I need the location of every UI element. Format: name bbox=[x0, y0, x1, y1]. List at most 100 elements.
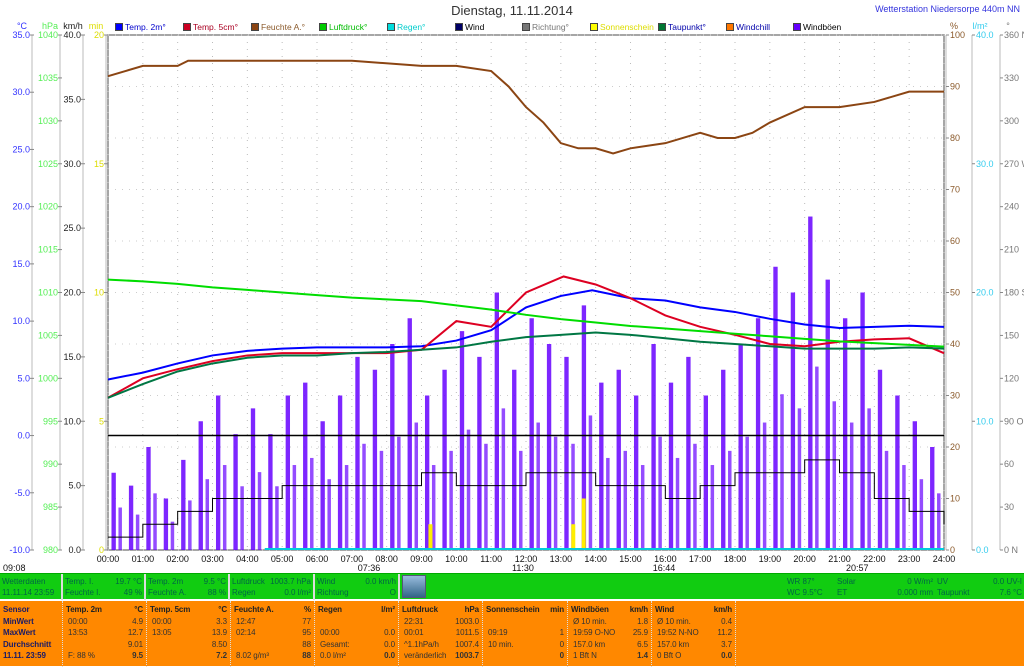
sunshine-bar bbox=[428, 524, 433, 550]
cell-value: 9.5 bbox=[132, 651, 143, 660]
table-cell: 88 bbox=[234, 639, 311, 651]
gust-bar bbox=[675, 457, 680, 550]
gust-bar bbox=[546, 344, 552, 550]
legend-label: Taupunkt° bbox=[668, 22, 706, 32]
cell-label bbox=[66, 640, 68, 649]
gust-bar bbox=[588, 415, 593, 550]
gust-bar bbox=[616, 369, 621, 550]
cell-value: 8.50 bbox=[211, 639, 227, 649]
x-tick-label: 21:00 bbox=[828, 554, 851, 564]
axis-tick-label: 270 W bbox=[1004, 159, 1024, 169]
gust-bar bbox=[808, 216, 813, 550]
gust-bar bbox=[431, 465, 436, 550]
axis-tick-label: 30 bbox=[950, 391, 960, 401]
table-cell: 8.50 bbox=[150, 639, 227, 651]
gust-bar bbox=[181, 459, 186, 550]
axis-tick-label: 20.0 bbox=[63, 288, 81, 298]
axis-tick-label: 990 bbox=[43, 459, 58, 469]
gust-bar bbox=[658, 436, 662, 550]
weather-chart: °C35.030.025.020.015.010.05.00.0-5.0-10.… bbox=[3, 21, 1024, 573]
gust-bar bbox=[860, 292, 865, 550]
axis-tick-label: 1005 bbox=[38, 330, 58, 340]
axis-tick-label: 25.0 bbox=[63, 223, 81, 233]
x-tick-label: 04:00 bbox=[236, 554, 259, 564]
gust-bar bbox=[344, 465, 349, 550]
outdoor-cell: Temp. 2m 9.5 °C Feuchte A. 88 % bbox=[146, 574, 230, 600]
axis-tick-label: 40 bbox=[950, 339, 960, 349]
table-cell: 9.01 bbox=[66, 639, 143, 651]
table-cell bbox=[318, 616, 395, 628]
cell-label: 1 Bft N bbox=[573, 651, 597, 660]
axis-tick-label: 240 bbox=[1004, 202, 1019, 212]
value: 49 % bbox=[123, 588, 142, 597]
table-cell: 00:00 0.0 bbox=[318, 627, 395, 639]
table-cell: 22:31 1003.0 bbox=[402, 616, 479, 628]
axis-tick-label: 0.0 bbox=[976, 545, 989, 555]
axis-tick-label: 985 bbox=[43, 502, 58, 512]
value: 0 W/m² bbox=[907, 577, 933, 586]
cell-label bbox=[150, 651, 152, 660]
legend-item: Windböen bbox=[793, 22, 841, 32]
value: 0.0 km/h bbox=[365, 577, 396, 586]
table-cell: 12:47 77 bbox=[234, 616, 311, 628]
gust-bar bbox=[240, 486, 244, 550]
cell-value: 1 bbox=[559, 628, 564, 637]
axis-tick-label: 10.0 bbox=[12, 316, 30, 326]
cell-value: 77 bbox=[302, 616, 311, 626]
x-tick-label: 13:00 bbox=[550, 554, 573, 564]
gust-bar bbox=[773, 266, 778, 550]
gust-bar bbox=[275, 486, 279, 550]
gust-bar bbox=[118, 507, 122, 550]
gust-bar bbox=[703, 395, 709, 550]
cell-label: 13:05 bbox=[152, 628, 172, 637]
table-cell: 157.0 km 6.5 bbox=[571, 639, 648, 651]
statistics-table: Sensor MinWert MaxWert Durchschnitt 11.1… bbox=[0, 600, 1024, 667]
table-column: Temp. 2m °C 00:00 4.9 13:53 12.7 9.01 F: 88 % 9.… bbox=[63, 601, 147, 667]
cell-value: 0 bbox=[559, 651, 564, 660]
table-cell: 00:00 3.3 bbox=[150, 616, 227, 628]
cell-label: 157.0 km bbox=[573, 639, 606, 649]
axis-tick-label: 1000 bbox=[38, 373, 58, 383]
cell-value: 1003.7 bbox=[455, 651, 479, 660]
gust-bar bbox=[571, 443, 575, 550]
value: 0.0 UV-I bbox=[993, 577, 1022, 586]
gust-bar bbox=[693, 443, 697, 550]
cell-value: 0.0 bbox=[384, 639, 395, 649]
cell-label: 00:01 bbox=[404, 628, 424, 637]
x-tick-label: 08:00 bbox=[375, 554, 398, 564]
table-cell: 19:52 N-NO 11.2 bbox=[655, 627, 732, 639]
table-cell bbox=[486, 616, 564, 628]
column-header: Luftdruck bbox=[402, 605, 438, 614]
axis-tick-label: 20 bbox=[94, 30, 104, 40]
gust-bar bbox=[797, 408, 802, 550]
column-unit: min bbox=[550, 605, 564, 614]
column-header: Temp. 5cm bbox=[150, 605, 191, 614]
cell-value: 3.3 bbox=[216, 616, 227, 626]
gust-bar bbox=[292, 465, 297, 550]
table-column: Feuchte A.% 12:47 77 02:14 95 88 8.02 g/m³ 88 bbox=[231, 601, 315, 667]
axis-tick-label: 5.0 bbox=[68, 481, 81, 491]
column-unit: hPa bbox=[464, 605, 479, 614]
table-cell: 8.02 g/m³ 88 bbox=[234, 650, 311, 662]
axis-tick-label: 15 bbox=[94, 159, 104, 169]
axis-tick-label: 30.0 bbox=[976, 159, 994, 169]
legend-label: Richtung° bbox=[532, 22, 569, 32]
cell-value: 88 bbox=[302, 651, 311, 660]
axis-tick-label: 90 bbox=[950, 82, 960, 92]
x-tick-label: 11:00 bbox=[480, 554, 502, 564]
legend-label: Windböen bbox=[803, 22, 842, 32]
axis-tick-label: 35.0 bbox=[63, 94, 81, 104]
cell-value: 9.01 bbox=[127, 639, 143, 649]
gust-bar bbox=[198, 421, 203, 550]
table-cell: ^1.1hPa/h 1007.4 bbox=[402, 639, 479, 651]
gust-bar bbox=[728, 450, 732, 550]
value: 7.6 °C bbox=[999, 588, 1022, 597]
axis-tick-label: 20.0 bbox=[976, 288, 994, 298]
indoor-cell: Temp. I. 19.7 °C Feuchte I. 49 % bbox=[63, 574, 146, 600]
value: O bbox=[389, 588, 396, 597]
legend-item: Taupunkt° bbox=[658, 22, 706, 32]
row-label: 11.11. 23:59 bbox=[3, 651, 46, 660]
gust-bar bbox=[745, 436, 749, 550]
sun-moon-time: 16:44 bbox=[653, 563, 676, 573]
label: Feuchte I. bbox=[65, 588, 101, 597]
